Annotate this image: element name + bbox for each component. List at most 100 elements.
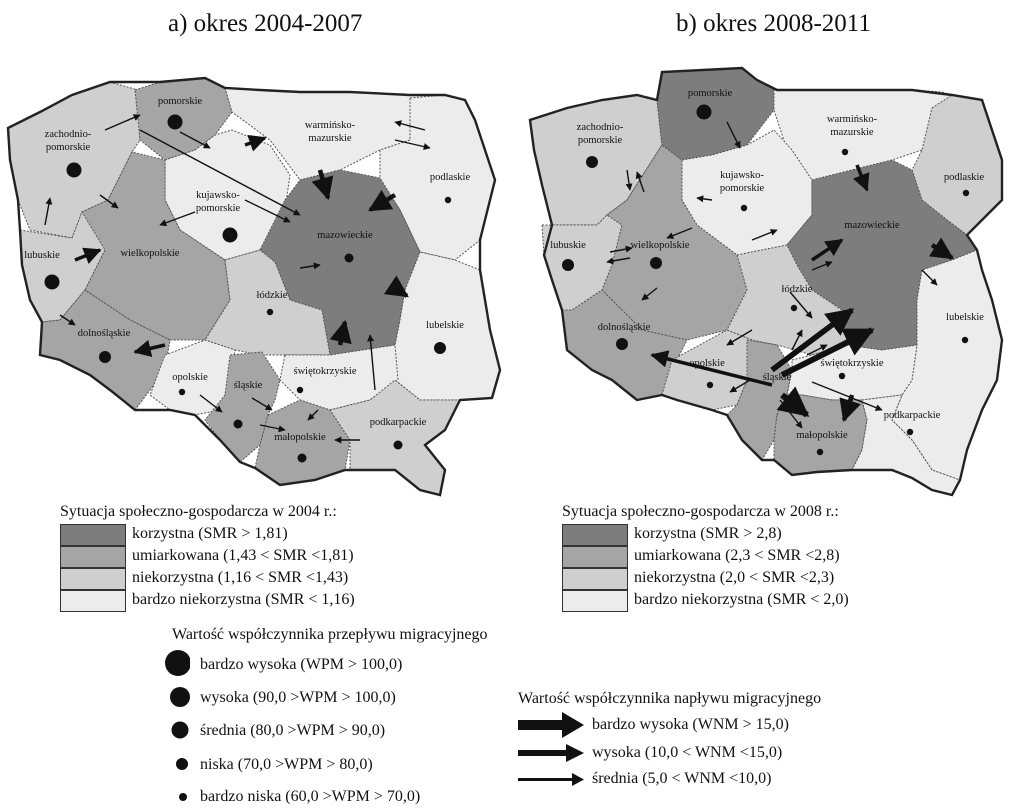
region-opolskie — [149, 339, 236, 416]
dot-kujawsko — [222, 227, 238, 243]
dot-malopolskie — [297, 453, 307, 463]
legend-b-text-bardzo-niekorzystna: bardzo niekorzystna (SMR < 2,0) — [634, 591, 849, 608]
arrow — [726, 329, 753, 346]
arrow — [921, 269, 938, 286]
label-malopolskie: małopolskie — [274, 432, 326, 443]
arrow — [641, 287, 658, 301]
arrow — [199, 394, 223, 413]
label-lodzkie: łódzkie — [257, 290, 288, 301]
dot-warminsko — [841, 148, 849, 156]
wpm-text-bardzo-niska: bardzo niska (60,0 >WPM > 70,0) — [200, 788, 421, 805]
wpm-symbol-wysoka — [170, 687, 190, 707]
label-slaskie: śląskie — [763, 372, 792, 383]
region-lodzkie — [204, 249, 331, 356]
wpm-text-srednia: średnia (80,0 >WPM > 90,0) — [200, 722, 386, 739]
legend-a-swatch-niekorzystna — [60, 568, 126, 590]
arrow — [251, 397, 273, 411]
label-zachodniopomorskie: zachodnio-pomorskie — [45, 129, 92, 153]
map-b-arrows — [606, 121, 954, 429]
arrow — [179, 131, 211, 149]
dot-podlaskie — [962, 189, 970, 197]
arrow — [244, 199, 291, 223]
map-b-labels: zachodnio-pomorskie pomorskie warmińsko-… — [550, 88, 984, 441]
arrow — [368, 189, 397, 212]
region-warminsko — [224, 87, 441, 181]
arrow — [329, 319, 352, 346]
arrow — [606, 257, 631, 265]
arrow — [244, 134, 267, 152]
arrow — [311, 169, 334, 201]
legend-b-swatch-korzystna — [562, 524, 628, 546]
dot-podlaskie — [444, 196, 452, 204]
label-podkarpackie: podkarpackie — [884, 410, 941, 421]
map-b: zachodnio-pomorskie pomorskie warmińsko-… — [528, 66, 1004, 497]
wpm-text-wysoka: wysoka (90,0 >WPM > 100,0) — [200, 689, 396, 706]
legend-a-swatch-bardzo-niekorzystna — [60, 590, 126, 612]
dot-swietokrzyskie — [838, 372, 846, 380]
arrow — [99, 194, 119, 209]
arrow — [74, 247, 102, 264]
arrow — [839, 394, 861, 423]
arrow — [696, 195, 713, 203]
arrow — [811, 381, 883, 411]
region-malopolskie — [254, 399, 351, 486]
arrow — [779, 399, 803, 429]
arrow — [928, 237, 954, 260]
arrow — [394, 120, 426, 131]
dot-lubuskie — [562, 259, 574, 271]
region-lubuskie — [19, 211, 111, 323]
legend-b-swatch-bardzo-niekorzystna — [562, 590, 628, 612]
arrow — [635, 171, 645, 193]
dot-slaskie — [233, 419, 243, 429]
dot-opolskie — [178, 388, 186, 396]
map-a-border — [6, 76, 502, 497]
label-swietokrzyskie: świętokrzyskie — [294, 366, 357, 377]
arrow — [133, 339, 166, 357]
label-lubelskie: lubelskie — [946, 312, 984, 323]
map-b-title: b) okres 2008-2011 — [676, 10, 871, 37]
map-b-dots — [562, 104, 970, 456]
arrow — [666, 227, 693, 239]
legend-b: korzystna (SMR > 2,8) umiarkowana (2,3 <… — [562, 524, 902, 616]
map-a-title: a) okres 2004-2007 — [168, 10, 363, 37]
legend-a-text-umiarkowana: umiarkowana (1,43 < SMR <1,81) — [132, 547, 354, 564]
arrow — [299, 262, 321, 270]
arrow — [104, 114, 141, 131]
legend-b-heading: Sytuacja społeczno-gospodarcza w 2008 r.… — [562, 503, 839, 520]
label-opolskie: opolskie — [689, 358, 725, 369]
wpm-symbol-niska — [176, 758, 188, 770]
arrow — [780, 327, 875, 378]
arrow — [806, 344, 828, 356]
label-mazowieckie: mazowieckie — [317, 230, 373, 241]
label-lubuskie: lubuskie — [24, 250, 60, 261]
legend-a-swatch-korzystna — [60, 524, 126, 546]
arrow — [625, 169, 633, 191]
arrow — [811, 261, 833, 271]
legend-b-swatch-umiarkowana — [562, 546, 628, 568]
dot-pomorskie — [696, 104, 712, 120]
dot-lubelskie — [961, 336, 969, 344]
region-lodzkie — [726, 244, 848, 356]
wpm-legend-heading: Wartość współczynnika przepływu migracyj… — [172, 626, 488, 643]
arrow — [776, 386, 810, 418]
legend-b-text-korzystna: korzystna (SMR > 2,8) — [634, 525, 782, 542]
arrow — [44, 197, 53, 226]
legend-b-text-umiarkowana: umiarkowana (2,3 < SMR <2,8) — [634, 547, 840, 564]
label-lubuskie: lubuskie — [550, 240, 586, 251]
map-a-arrows — [44, 114, 431, 444]
wpm-symbol-bardzo-niska — [179, 793, 187, 801]
label-kujawsko: kujawsko-pomorskie — [196, 190, 241, 214]
label-swietokrzyskie: świętokrzyskie — [821, 358, 884, 369]
dot-opolskie — [706, 381, 714, 389]
wpm-legend-symbols — [165, 650, 190, 801]
arrow — [729, 379, 751, 393]
dot-zachodniopomorskie — [66, 162, 82, 178]
dot-malopolskie — [816, 448, 824, 456]
wnm-text-bardzo-wysoka: bardzo wysoka (WNM > 15,0) — [592, 716, 789, 733]
dot-dolnoslaskie — [616, 338, 628, 350]
label-warminsko: warmińsko-mazurskie — [827, 114, 878, 138]
dot-lubelskie — [434, 342, 446, 354]
label-pomorskie: pomorskie — [158, 96, 203, 107]
dot-podkarpackie — [906, 428, 914, 436]
arrow — [791, 329, 803, 351]
